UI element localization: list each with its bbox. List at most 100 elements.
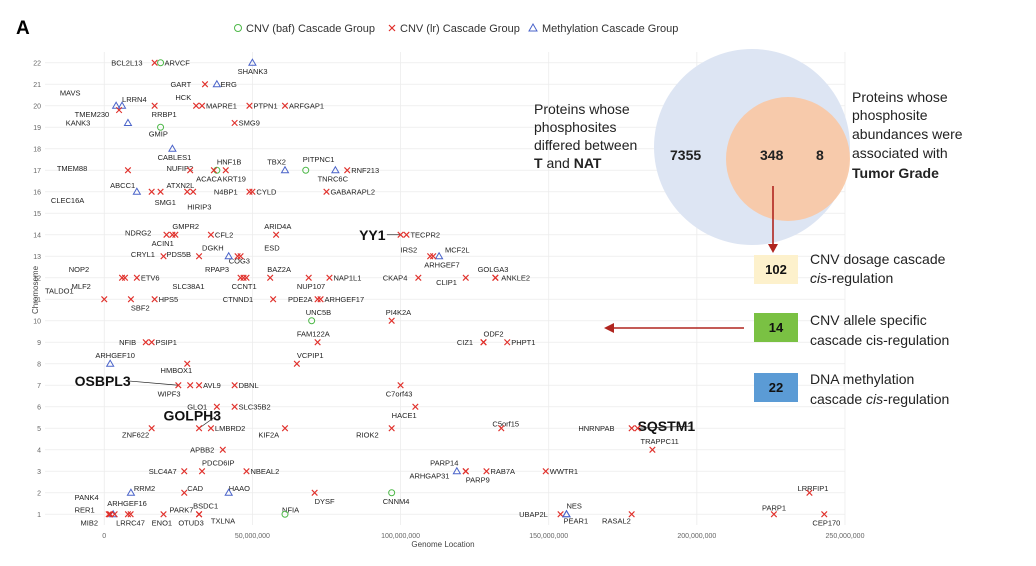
venn-left-line-2: phosphosites [534, 119, 617, 135]
gene-label-shank3: SHANK3 [238, 67, 268, 76]
cnv-allele-count: 14 [769, 320, 784, 335]
marker-rnf213 [344, 167, 351, 174]
marker-pdcd6ip [198, 468, 206, 475]
gene-label-wipf3: WIPF3 [158, 390, 181, 399]
marker-eno1 [127, 511, 134, 518]
gene-label-arhgef10: ARHGEF10 [95, 351, 135, 360]
gene-label-rnf213: RNF213 [351, 166, 379, 175]
marker-lmbrd2 [207, 425, 215, 432]
legend-marker-meth [528, 22, 538, 32]
gene-label-hmbox1: HMBOX1 [161, 366, 193, 375]
gene-label-cryl1: CRYL1 [131, 250, 155, 259]
marker-pds5b [195, 253, 203, 260]
gene-label-smg9: SMG9 [239, 119, 260, 128]
gene-label-bsdc1: BSDC1 [193, 501, 218, 510]
gene-label-cables1: CABLES1 [158, 153, 192, 162]
gene-label-znf622: ZNF622 [122, 430, 149, 439]
marker-park7 [124, 511, 132, 518]
gene-label-rrbp1: RRBP1 [152, 110, 177, 119]
x-tick-label: 50,000,000 [235, 533, 270, 540]
marker-dgkh [224, 251, 234, 260]
marker-dysf [311, 489, 318, 496]
gene-label-odf2: ODF2 [484, 329, 504, 338]
chart-legend: CNV (baf) Cascade Group CNV (lr) Cascade… [234, 22, 678, 35]
gene-label-rpap3: RPAP3 [205, 265, 229, 274]
marker-etv6 [133, 274, 141, 281]
marker-tecpr2 [403, 231, 410, 238]
y-tick-label: 19 [33, 125, 41, 132]
marker-arid4a [272, 231, 280, 238]
marker-parp9 [462, 468, 469, 475]
marker-phpt1 [504, 339, 511, 346]
venn-left-line-1: Proteins whose [534, 101, 630, 117]
marker-cad [181, 489, 188, 496]
y-tick-label: 6 [37, 404, 41, 411]
down-arrow [768, 186, 778, 253]
legend-label-meth: Methylation Cascade Group [542, 23, 678, 35]
marker-hck [192, 102, 200, 109]
legend-marker-lr [388, 24, 396, 32]
marker-hirip3 [189, 188, 197, 195]
gene-label-avl9: AVL9 [203, 381, 221, 390]
gene-label-hnrnpab: HNRNPAB [578, 424, 614, 433]
gene-label-slc35b2: SLC35B2 [239, 402, 271, 411]
marker-cfl2 [207, 231, 215, 238]
marker-nfia [281, 510, 289, 518]
marker-ankle2 [492, 274, 499, 281]
marker-atxn2l [184, 188, 191, 195]
marker-avl9 [195, 382, 203, 389]
marker-slc4a7 [181, 468, 188, 475]
marker-golph3 [195, 425, 203, 432]
gene-label-arfgap1: ARFGAP1 [289, 101, 324, 110]
gene-label-apbb2: APBB2 [190, 445, 214, 454]
marker-rab7a [483, 468, 490, 475]
gene-label-golph3: GOLPH3 [164, 407, 222, 423]
gene-label-lrrc47: LRRC47 [116, 519, 145, 528]
venn-right-line-3: abundances were [852, 126, 963, 142]
x-tick-label: 150,000,000 [529, 533, 568, 540]
marker-tmem88 [124, 167, 132, 174]
marker-cnnm4 [388, 489, 396, 497]
marker-sqstm1 [634, 425, 641, 432]
venn-left-line-3: differed between [534, 137, 637, 153]
gene-label-gmip: GMIP [149, 129, 168, 138]
gene-label-eno1: ENO1 [152, 519, 172, 528]
y-tick-label: 22 [33, 60, 41, 67]
gene-label-dgkh: DGKH [202, 243, 224, 252]
marker-cryl1 [160, 253, 167, 260]
gene-label-kank3: KANK3 [66, 119, 91, 128]
marker-riok2 [388, 425, 395, 432]
venn-left-line-4: T and NAT [534, 155, 602, 171]
venn-diagram: 7355 348 8 Proteins whose phosphosites d… [534, 49, 963, 245]
venn-left-only-count: 7355 [670, 147, 701, 163]
methylation-box [754, 373, 798, 402]
marker-nfib [142, 339, 149, 346]
gene-label-ckap4: CKAP4 [383, 273, 408, 282]
gene-label-arvcf: ARVCF [165, 58, 191, 67]
gene-label-sqstm1: SQSTM1 [638, 418, 696, 434]
gene-label-c7orf43: C7orf43 [386, 390, 413, 399]
gene-label-pitpnc1: PITPNC1 [303, 155, 335, 164]
marker-acin1 [169, 231, 176, 238]
marker-rrbp1 [151, 102, 158, 109]
marker-cables1 [168, 144, 177, 152]
marker-tnrc6c [330, 165, 340, 174]
marker-hace1 [412, 403, 419, 410]
gene-label-baz2a: BAZ2A [267, 265, 291, 274]
y-tick-label: 7 [37, 383, 41, 390]
y-tick-label: 21 [33, 82, 41, 89]
marker-mlf2 [121, 274, 129, 281]
marker-hnrnpab [628, 425, 635, 432]
gene-label-pdcd6ip: PDCD6IP [202, 458, 235, 467]
legend-label-baf: CNV (baf) Cascade Group [246, 23, 375, 35]
y-tick-label: 11 [34, 297, 41, 304]
gene-label-nap1l1: NAP1L1 [333, 273, 361, 282]
gene-label-osbpl3: OSBPL3 [75, 373, 131, 389]
gene-label-bcl2l13: BCL2L13 [111, 58, 142, 67]
gene-label-phpt1: PHPT1 [511, 338, 535, 347]
gene-label-arhgef7: ARHGEF7 [424, 261, 459, 270]
y-tick-label: 20 [33, 103, 41, 110]
gene-label-n4bp1: N4BP1 [214, 187, 238, 196]
gene-label-c5orf15: C5orf15 [492, 420, 519, 429]
